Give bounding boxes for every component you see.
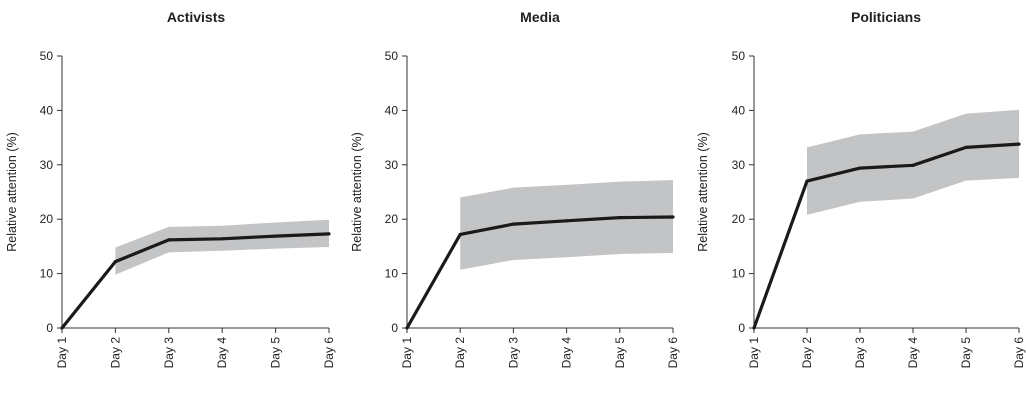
data-point [114, 260, 117, 263]
panel-0: Activists Relative attention (%) 0 10 20 30 40… [5, 9, 336, 368]
y-tick-label: 20 [385, 212, 399, 226]
confidence-band [460, 180, 673, 270]
y-tick-label: 30 [385, 158, 399, 172]
panel-title: Activists [167, 9, 226, 25]
data-point [565, 219, 568, 222]
y-axis-label: Relative attention (%) [350, 132, 364, 252]
data-point [911, 164, 914, 167]
data-point [671, 215, 674, 218]
x-tick-label: Day 4 [906, 337, 920, 369]
panel-1: Media Relative attention (%) 0 10 20 30 40 50 Da… [350, 9, 680, 368]
x-tick-label: Day 4 [560, 337, 574, 369]
data-point [167, 238, 170, 241]
panel-title: Politicians [851, 9, 921, 25]
x-tick-label: Day 1 [747, 337, 761, 369]
data-point [274, 234, 277, 237]
data-point [964, 146, 967, 149]
panel-title: Media [520, 9, 560, 25]
y-tick-label: 0 [46, 321, 53, 335]
y-tick-label: 40 [732, 103, 746, 117]
y-tick-label: 0 [738, 321, 745, 335]
x-tick-label: Day 5 [959, 337, 973, 369]
x-tick-label: Day 5 [613, 337, 627, 369]
x-tick-label: Day 1 [55, 337, 69, 369]
y-tick-label: 50 [732, 49, 746, 63]
x-tick-label: Day 5 [269, 337, 283, 369]
x-tick-label: Day 3 [853, 337, 867, 369]
x-tick-label: Day 6 [322, 337, 336, 369]
y-tick-label: 10 [40, 267, 54, 281]
x-tick-label: Day 1 [400, 337, 414, 369]
x-tick-label: Day 3 [162, 337, 176, 369]
y-axis-label: Relative attention (%) [5, 132, 19, 252]
x-tick-label: Day 2 [453, 337, 467, 369]
y-axis-label: Relative attention (%) [696, 132, 710, 252]
panel-2: Politicians Relative attention (%) 0 10 20 30… [696, 9, 1026, 368]
y-tick-label: 40 [40, 103, 54, 117]
data-point [752, 326, 755, 329]
data-point [1017, 143, 1020, 146]
y-tick-label: 20 [732, 212, 746, 226]
x-tick-label: Day 3 [506, 337, 520, 369]
data-point [858, 166, 861, 169]
y-tick-label: 10 [732, 267, 746, 281]
data-point [221, 237, 224, 240]
data-point [327, 232, 330, 235]
y-tick-label: 0 [391, 321, 398, 335]
data-point [805, 180, 808, 183]
x-tick-label: Day 4 [215, 337, 229, 369]
y-tick-label: 50 [385, 49, 399, 63]
x-tick-label: Day 2 [108, 337, 122, 369]
y-tick-label: 20 [40, 212, 54, 226]
confidence-band [807, 110, 1019, 215]
data-point [60, 326, 63, 329]
y-tick-label: 10 [385, 267, 399, 281]
y-tick-label: 30 [732, 158, 746, 172]
y-tick-label: 40 [385, 103, 399, 117]
x-tick-label: Day 6 [1012, 337, 1026, 369]
y-tick-label: 30 [40, 158, 54, 172]
data-point [459, 233, 462, 236]
data-point [512, 222, 515, 225]
x-tick-label: Day 2 [800, 337, 814, 369]
y-tick-label: 50 [40, 49, 54, 63]
data-point [618, 216, 621, 219]
data-point [405, 326, 408, 329]
x-tick-label: Day 6 [666, 337, 680, 369]
